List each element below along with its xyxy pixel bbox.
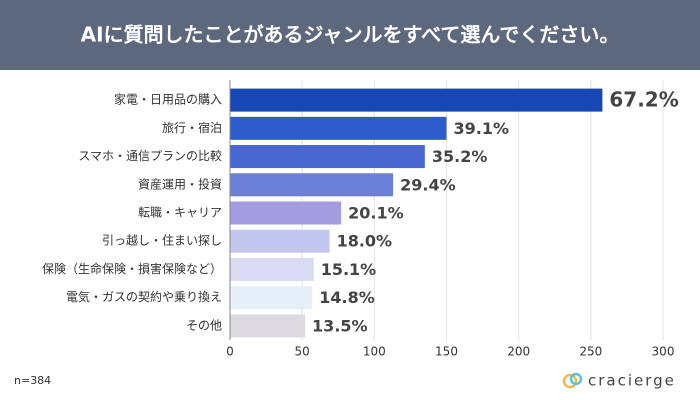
- value-label: 20.1%: [348, 204, 404, 223]
- y-tick-label: 資産運用・投資: [138, 176, 222, 191]
- y-tick-label: 家電・日用品の購入: [114, 92, 222, 107]
- value-label: 14.8%: [319, 288, 375, 307]
- sample-note: n=384: [14, 374, 51, 387]
- bar: [230, 286, 313, 310]
- x-tick-label: 300: [652, 345, 675, 359]
- value-label: 18.0%: [337, 232, 393, 251]
- x-tick-label: 50: [295, 345, 310, 359]
- value-label: 39.1%: [454, 119, 510, 138]
- x-tick-label: 0: [226, 345, 234, 359]
- value-label: 67.2%: [609, 88, 678, 112]
- bar: [230, 173, 394, 197]
- header-band: [0, 0, 700, 70]
- y-tick-label: 保険（生命保険・損害保険など）: [42, 261, 222, 276]
- x-tick-label: 250: [579, 345, 602, 359]
- value-label: 15.1%: [321, 260, 377, 279]
- y-tick-label: その他: [186, 318, 222, 332]
- chart-title: AIに質問したことがあるジャンルをすべて選んでください。: [81, 23, 620, 47]
- y-tick-label: 転職・キャリア: [138, 206, 222, 220]
- y-tick-label: 引っ越し・住まい探し: [102, 234, 222, 248]
- y-tick-label: スマホ・通信プランの比較: [78, 148, 222, 163]
- bar: [230, 145, 425, 169]
- bar: [230, 201, 342, 225]
- value-label: 29.4%: [400, 175, 456, 194]
- x-tick-label: 100: [363, 345, 386, 359]
- value-label: 35.2%: [432, 147, 488, 166]
- y-tick-label: 旅行・宿泊: [162, 120, 222, 135]
- brand-name: cracierge: [588, 372, 676, 390]
- x-tick-label: 150: [435, 345, 458, 359]
- logo-icon: [562, 373, 578, 389]
- x-tick-label: 200: [507, 345, 530, 359]
- y-tick-label: 電気・ガスの契約や乗り換え: [66, 289, 222, 304]
- bar: [230, 116, 447, 140]
- value-label: 13.5%: [312, 316, 368, 335]
- bar: [230, 257, 314, 281]
- bar: [230, 88, 603, 112]
- bar: [230, 229, 330, 253]
- bar: [230, 314, 306, 338]
- brand-logo: cracierge: [562, 372, 676, 390]
- logo-icon: [569, 372, 583, 386]
